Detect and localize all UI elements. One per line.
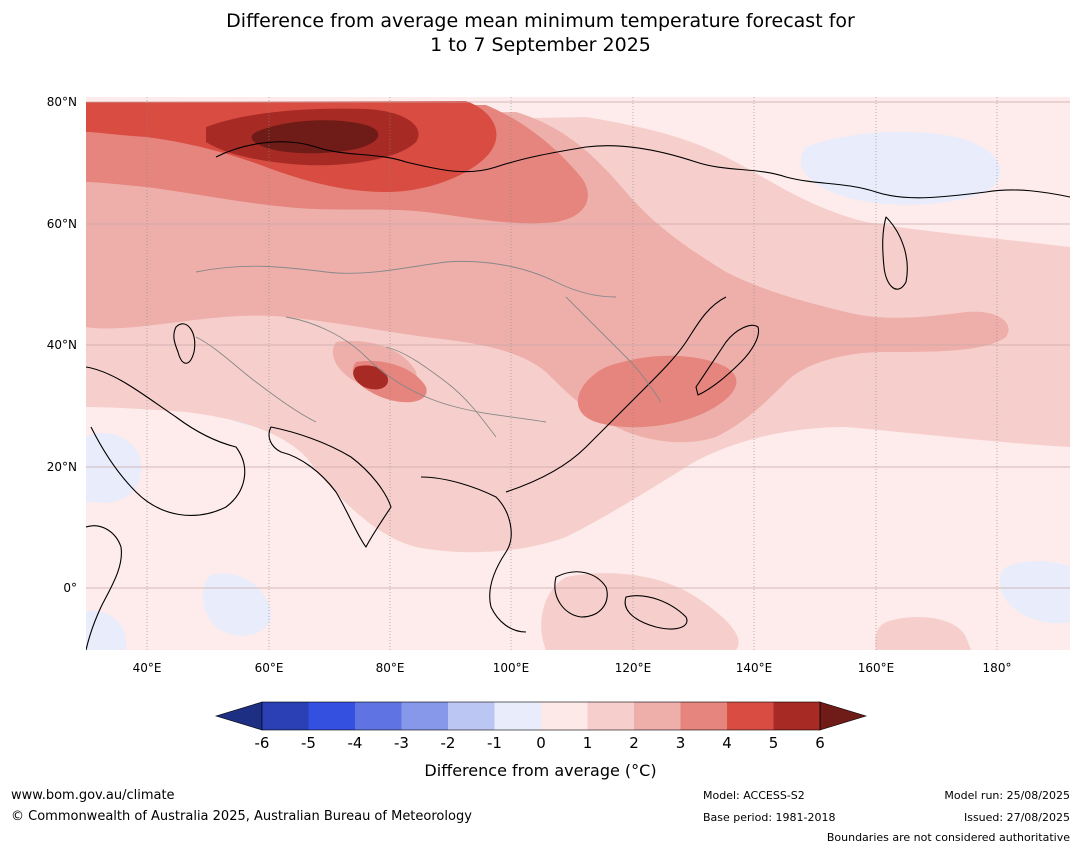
lon-label-60e: 60°E: [254, 661, 284, 675]
anomaly-patch-negative: [86, 433, 142, 503]
colorbar-segment: [308, 702, 355, 730]
lon-label-180: 180°: [982, 661, 1012, 675]
colorbar-extend-high: [819, 701, 868, 731]
issued-date: Issued: 27/08/2025: [963, 811, 1070, 824]
colorbar-segment: [355, 702, 402, 730]
colorbar-tick-label: 6: [815, 734, 825, 752]
graticule: [146, 97, 998, 650]
title-line-2: 1 to 7 September 2025: [430, 34, 651, 56]
lat-label-80n: 80°N: [46, 95, 77, 109]
colorbar-tick-label: -3: [394, 734, 409, 752]
country-borders: [195, 260, 662, 438]
latitude-lines: [86, 101, 1070, 589]
colorbar-segment: [727, 702, 774, 730]
colorbar-segment: [680, 702, 727, 730]
boundaries-disclaimer: Boundaries are not considered authoritat…: [826, 831, 1070, 844]
colorbar-tick-label: -1: [487, 734, 502, 752]
lon-label-40e: 40°E: [132, 661, 162, 675]
colorbar: [214, 701, 868, 731]
colorbar-tick-label: -2: [440, 734, 456, 752]
anomaly-band-1-2: [541, 573, 739, 650]
coastlines: [86, 141, 1070, 650]
map-canvas: [86, 97, 1070, 650]
colorbar-tick-label: 3: [675, 734, 686, 752]
lat-label-60n: 60°N: [46, 217, 77, 231]
anomaly-band-3-4: [577, 355, 737, 428]
website-link[interactable]: www.bom.gov.au/climate: [11, 788, 175, 803]
colorbar-segment: [448, 702, 495, 730]
anomaly-patch-negative: [202, 573, 271, 636]
colorbar-segment: [634, 702, 681, 730]
title-line-1: Difference from average mean minimum tem…: [226, 10, 855, 32]
colorbar-segment: [773, 702, 820, 730]
colorbar-tick-label: 1: [582, 734, 593, 752]
anomaly-band-above-6: [251, 120, 379, 154]
colorbar-extend-low: [214, 701, 263, 731]
anomaly-map: [86, 97, 1070, 650]
anomaly-patch-negative: [86, 611, 126, 650]
base-period: Base period: 1981-2018: [703, 811, 836, 824]
lon-label-80e: 80°E: [375, 661, 405, 675]
colorbar-tick-label: 5: [768, 734, 779, 752]
colorbar-segment: [494, 702, 541, 730]
lon-label-100e: 100°E: [492, 661, 530, 675]
colorbar-segment: [401, 702, 448, 730]
colorbar-tick-label: -5: [301, 734, 316, 752]
colorbar-tick-label: 2: [629, 734, 639, 752]
lon-label-160e: 160°E: [857, 661, 895, 675]
anomaly-band-5-6: [353, 365, 389, 390]
anomaly-patch-negative: [999, 561, 1070, 624]
lon-label-120e: 120°E: [614, 661, 652, 675]
lat-label-40n: 40°N: [46, 338, 77, 352]
anomaly-band-1-2: [875, 617, 971, 650]
copyright-text: © Commonwealth of Australia 2025, Austra…: [11, 809, 472, 824]
lat-label-0: 0°: [63, 581, 77, 595]
colorbar-label: Difference from average (°C): [424, 761, 657, 780]
colorbar-frame: [261, 701, 821, 731]
colorbar-tick-label: 0: [536, 734, 546, 752]
colorbar-tick-label: -4: [347, 734, 363, 752]
colorbar-tick-label: 4: [722, 734, 732, 752]
colorbar-segment: [262, 702, 309, 730]
model-name: Model: ACCESS-S2: [703, 789, 805, 802]
colorbar-segment: [541, 702, 588, 730]
map-title: Difference from average mean minimum tem…: [0, 9, 1081, 57]
model-run: Model run: 25/08/2025: [944, 789, 1070, 802]
colorbar-tick-label: -6: [254, 734, 270, 752]
colorbar-segment: [587, 702, 634, 730]
lon-label-140e: 140°E: [735, 661, 773, 675]
lat-label-20n: 20°N: [46, 460, 77, 474]
